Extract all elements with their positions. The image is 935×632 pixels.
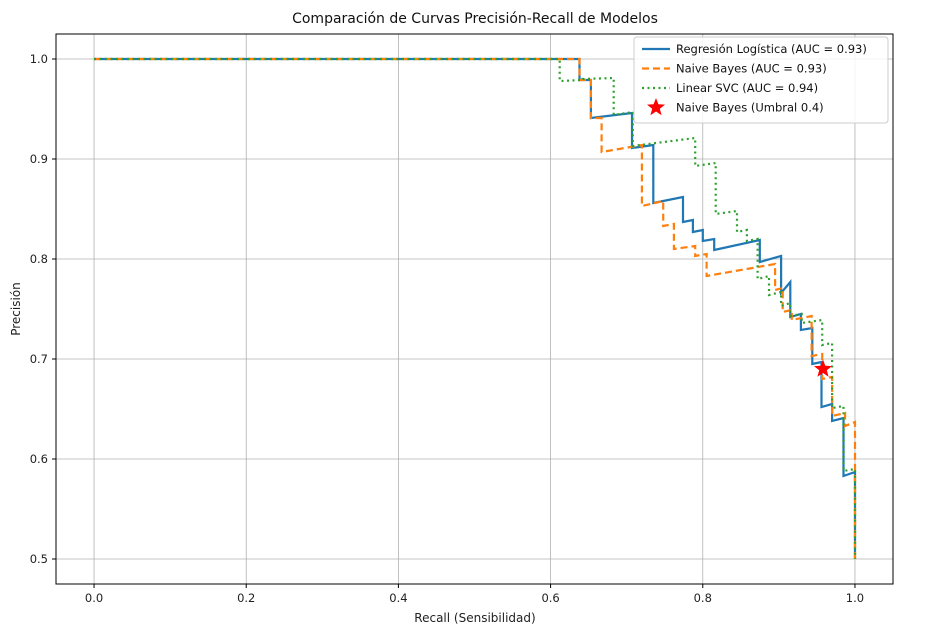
x-tick-label: 0.4 xyxy=(389,591,407,605)
x-axis-label: Recall (Sensibilidad) xyxy=(414,611,535,625)
plot-series xyxy=(94,57,857,559)
x-tick-label: 0.0 xyxy=(85,591,103,605)
x-tick-label: 0.6 xyxy=(541,591,559,605)
legend-label-marker-0: Naive Bayes (Umbral 0.4) xyxy=(676,101,824,115)
plot-frame xyxy=(55,33,894,585)
y-tick-label: 0.6 xyxy=(30,452,48,466)
x-tick-label: 0.2 xyxy=(237,591,255,605)
legend-star-icon xyxy=(647,98,665,116)
legend-label-2: Linear SVC (AUC = 0.94) xyxy=(676,81,818,95)
y-tick-label: 0.8 xyxy=(30,252,48,266)
legend-box xyxy=(633,36,889,124)
chart-title: Comparación de Curvas Precisión-Recall d… xyxy=(292,11,658,27)
y-tick-label: 1.0 xyxy=(30,52,48,66)
x-tick-label: 0.8 xyxy=(694,591,712,605)
axis-ticks: 0.0 0.2 0.4 0.6 0.8 1.0 0.5 0.6 0.7 0.8 0.9 1.0 xyxy=(30,52,864,605)
series-line-2 xyxy=(94,57,857,559)
y-tick-label: 0.7 xyxy=(30,352,48,366)
legend-label-0: Regresión Logística (AUC = 0.93) xyxy=(676,42,867,56)
series-line-0 xyxy=(94,57,857,559)
legend: Regresión Logística (AUC = 0.93) Naive Ba… xyxy=(633,36,889,124)
y-tick-label: 0.9 xyxy=(30,152,48,166)
y-tick-label: 0.5 xyxy=(30,552,48,566)
series-line-1 xyxy=(94,57,857,559)
threshold-star-marker xyxy=(814,359,832,377)
legend-label-1: Naive Bayes (AUC = 0.93) xyxy=(676,62,827,76)
y-axis-label: Precisión xyxy=(9,282,23,336)
x-tick-label: 1.0 xyxy=(846,591,864,605)
